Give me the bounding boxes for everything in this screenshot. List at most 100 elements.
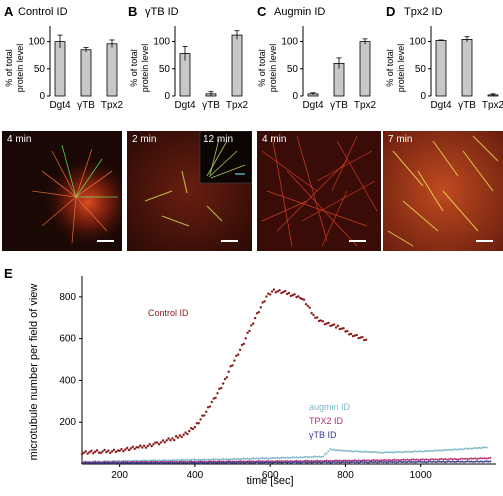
data-point <box>184 431 187 434</box>
x-tick-label: Dgt4 <box>49 100 71 111</box>
data-point <box>308 455 311 458</box>
data-point <box>348 461 351 464</box>
data-point <box>355 333 358 337</box>
data-point <box>447 448 450 451</box>
data-point <box>327 450 330 453</box>
data-point <box>429 449 432 452</box>
data-point <box>137 462 140 465</box>
data-point <box>248 460 251 463</box>
data-point <box>280 461 283 464</box>
data-point <box>410 451 413 454</box>
data-point <box>419 460 422 463</box>
data-point <box>137 459 140 462</box>
data-point <box>310 461 313 464</box>
data-point <box>165 439 168 442</box>
data-point <box>461 448 464 451</box>
data-point <box>109 451 112 455</box>
data-point <box>284 289 287 293</box>
data-point <box>431 461 434 464</box>
data-point <box>374 450 377 453</box>
data-point <box>287 291 291 295</box>
data-point <box>118 449 121 452</box>
data-point <box>161 439 165 442</box>
bar <box>231 34 243 97</box>
data-point <box>141 446 144 449</box>
data-point <box>406 458 409 461</box>
data-point <box>274 461 277 464</box>
data-point <box>235 458 238 461</box>
data-point <box>451 458 454 461</box>
data-point <box>250 457 253 460</box>
data-point <box>436 460 439 463</box>
data-point <box>239 460 242 463</box>
data-point <box>220 386 223 390</box>
data-point <box>440 457 443 460</box>
data-point <box>265 461 268 464</box>
data-point <box>146 459 149 462</box>
data-point <box>293 456 296 459</box>
data-point <box>472 447 475 450</box>
data-point <box>444 448 447 451</box>
data-point <box>272 456 275 459</box>
data-point <box>159 441 163 444</box>
y-tick-label: 50 <box>159 64 171 75</box>
data-point <box>195 422 198 425</box>
data-point <box>161 461 164 464</box>
data-point <box>327 461 330 464</box>
data-point <box>444 458 447 461</box>
data-point <box>244 337 247 340</box>
data-point <box>133 462 136 465</box>
data-point <box>92 451 95 455</box>
data-point <box>336 449 339 452</box>
data-point <box>231 458 234 461</box>
data-point <box>254 457 257 460</box>
data-point <box>338 449 341 452</box>
data-point <box>434 449 437 452</box>
data-point <box>105 462 108 465</box>
y-tick-label: 100 <box>153 37 170 48</box>
data-point <box>421 458 424 461</box>
data-point <box>212 461 215 464</box>
data-point <box>317 319 321 323</box>
data-point <box>167 461 170 464</box>
data-point <box>92 461 95 464</box>
data-point <box>303 461 306 464</box>
data-point <box>208 458 211 461</box>
panel-letter-e: E <box>4 266 13 281</box>
data-point <box>238 348 242 352</box>
data-point <box>207 461 210 464</box>
data-point <box>466 447 469 450</box>
data-point <box>335 461 338 464</box>
data-point <box>464 447 467 450</box>
data-point <box>393 451 396 454</box>
data-point <box>329 459 332 462</box>
data-point <box>289 456 292 459</box>
data-point <box>374 460 377 463</box>
data-point <box>257 460 260 463</box>
data-point <box>351 450 354 453</box>
data-point <box>446 458 449 461</box>
data-point <box>434 458 437 461</box>
data-point <box>395 461 398 464</box>
data-point <box>156 460 159 463</box>
data-point <box>399 460 402 463</box>
data-point <box>218 461 221 464</box>
data-point <box>323 453 326 456</box>
data-point <box>280 460 283 463</box>
data-point <box>90 462 93 465</box>
data-point <box>252 461 255 464</box>
data-point <box>391 459 394 462</box>
data-point <box>478 460 481 463</box>
data-point <box>357 450 360 453</box>
data-point <box>312 313 315 317</box>
data-point <box>476 460 479 463</box>
data-point <box>314 316 317 319</box>
data-point <box>336 324 340 328</box>
data-point <box>306 459 309 462</box>
data-point <box>323 460 326 463</box>
data-point <box>280 291 283 295</box>
data-point <box>376 459 379 462</box>
data-point <box>457 460 460 463</box>
data-point <box>131 461 134 464</box>
data-point <box>288 456 290 459</box>
